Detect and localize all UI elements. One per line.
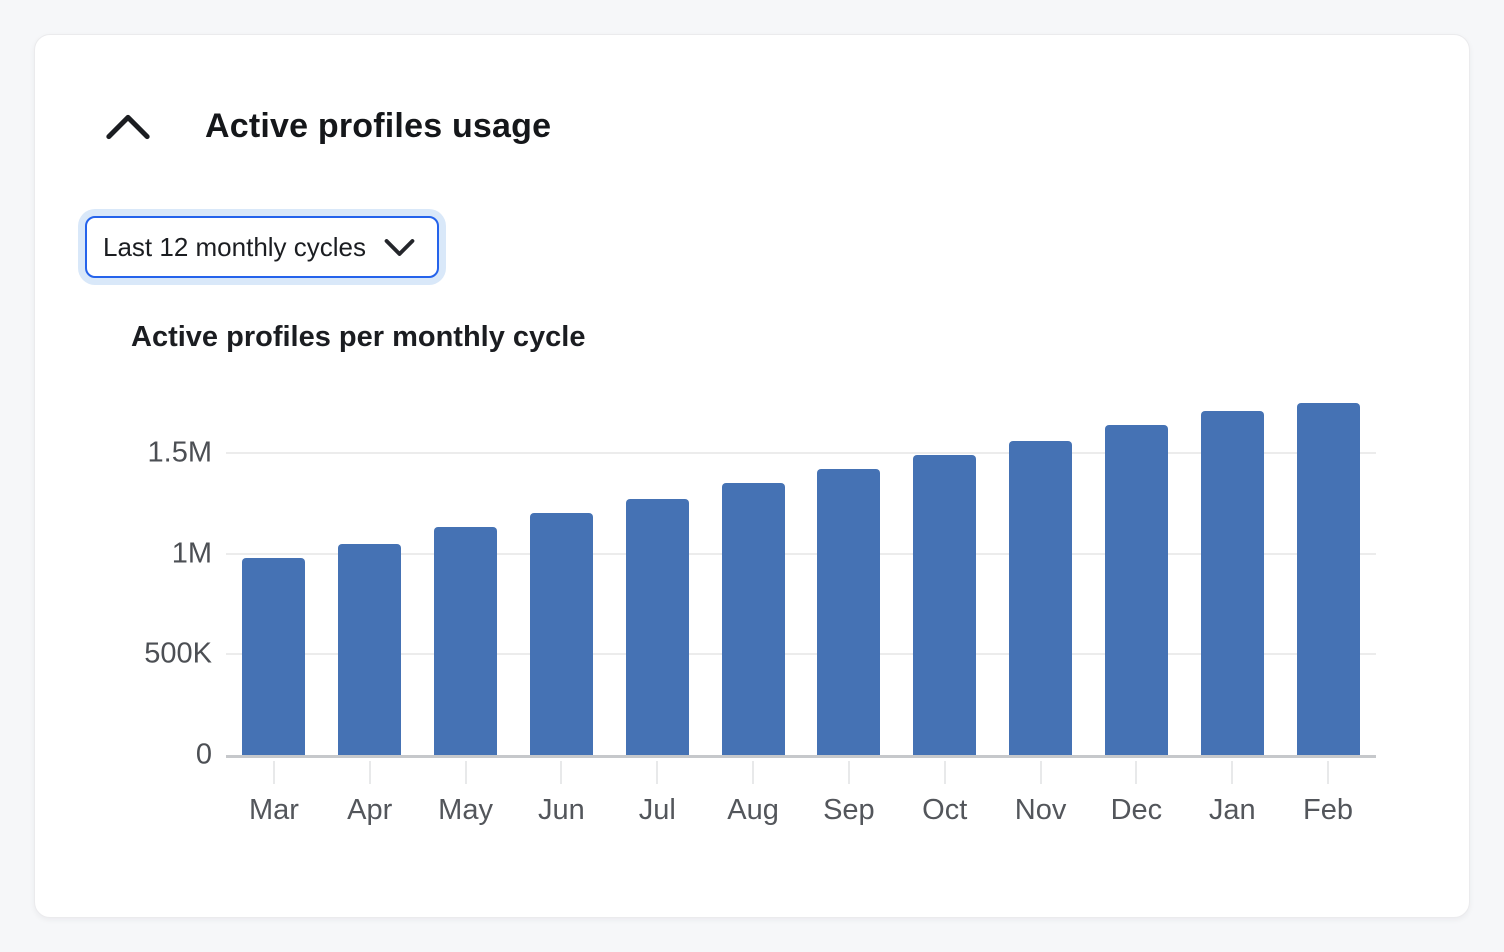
- x-axis-tick-label: Oct: [922, 794, 968, 826]
- x-axis-tick: [847, 761, 850, 784]
- x-axis-tick-label: Mar: [248, 794, 299, 826]
- x-axis-tick: [1327, 761, 1330, 784]
- x-axis-category: Jun: [513, 761, 609, 841]
- chevron-down-icon: [384, 238, 415, 257]
- collapse-section-button[interactable]: [101, 108, 155, 146]
- bar-may: [434, 527, 498, 755]
- bar-column: [705, 396, 801, 755]
- active-profiles-usage-card: Active profiles usage Last 12 monthly cy…: [34, 34, 1470, 918]
- x-axis-tick-label: Nov: [1014, 794, 1067, 826]
- x-axis-tick: [560, 761, 563, 784]
- x-axis-category: Nov: [993, 761, 1089, 841]
- bar-column: [609, 396, 705, 755]
- x-axis-tick: [368, 761, 371, 784]
- gridline: [226, 451, 1376, 454]
- bar-sep: [817, 469, 881, 755]
- x-axis-category: Dec: [1088, 761, 1184, 841]
- x-axis-tick-label: Apr: [347, 794, 393, 826]
- bar-column: [418, 396, 514, 755]
- y-axis-tick-label: 500K: [144, 637, 212, 670]
- bar-mar: [242, 557, 306, 755]
- x-axis-tick-label: Dec: [1110, 794, 1163, 826]
- bar-column: [1184, 396, 1280, 755]
- bar-column: [322, 396, 418, 755]
- bar-column: [993, 396, 1089, 755]
- x-axis-tick-label: Jan: [1208, 794, 1256, 826]
- bars-layer: [226, 396, 1376, 755]
- x-axis-tick-label: Feb: [1303, 794, 1354, 826]
- x-axis-tick: [272, 761, 275, 784]
- bar-column: [226, 396, 322, 755]
- bar-jan: [1200, 410, 1264, 755]
- cycle-filter-selected-value: Last 12 monthly cycles: [103, 231, 367, 262]
- bar-jul: [625, 499, 689, 755]
- bar-aug: [721, 483, 785, 755]
- x-axis-tick: [656, 761, 659, 784]
- x-axis-category: Jul: [609, 761, 705, 841]
- y-axis-tick-label: 1M: [171, 537, 212, 570]
- x-axis-category: Oct: [897, 761, 993, 841]
- x-axis-category: Jan: [1184, 761, 1280, 841]
- cycle-filter-dropdown[interactable]: Last 12 monthly cycles: [85, 216, 440, 278]
- card-header: Active profiles usage: [101, 107, 551, 146]
- x-axis-tick-label: May: [438, 794, 493, 826]
- x-axis-category: Apr: [322, 761, 418, 841]
- bar-oct: [913, 455, 977, 755]
- y-axis-tick-label: 1.5M: [147, 436, 212, 469]
- gridline: [226, 653, 1376, 656]
- x-axis-tick: [752, 761, 755, 784]
- y-axis-tick-label: 0: [195, 738, 212, 771]
- bar-column: [897, 396, 993, 755]
- chevron-up-icon: [105, 112, 151, 142]
- x-axis-category: Sep: [801, 761, 897, 841]
- bar-column: [513, 396, 609, 755]
- bar-nov: [1009, 440, 1073, 755]
- x-axis-tick-label: Jun: [538, 794, 585, 826]
- bar-chart-plot-area: 0 500K 1M 1.5M: [144, 396, 1376, 771]
- x-axis-tick-label: Jul: [638, 794, 676, 826]
- x-axis-category: Feb: [1280, 761, 1376, 841]
- bar-dec: [1104, 424, 1168, 755]
- bar-column: [801, 396, 897, 755]
- x-axis-category: May: [418, 761, 514, 841]
- chart-title: Active profiles per monthly cycle: [131, 321, 586, 353]
- x-axis: Mar Apr May Jun Jul Aug Sep Oct Nov Dec Jan Feb: [226, 761, 1376, 841]
- x-axis-tick: [1135, 761, 1138, 784]
- bar-feb: [1296, 402, 1360, 755]
- bar-jun: [529, 513, 593, 755]
- x-axis-tick: [464, 761, 467, 784]
- x-axis-category: Mar: [226, 761, 322, 841]
- x-axis-tick: [1039, 761, 1042, 784]
- page-title: Active profiles usage: [205, 107, 552, 145]
- x-axis-tick-label: Sep: [823, 794, 875, 826]
- bar-apr: [338, 543, 402, 755]
- x-axis-tick: [943, 761, 946, 784]
- bar-column: [1280, 396, 1376, 755]
- x-axis-tick: [1231, 761, 1234, 784]
- x-axis-tick-label: Aug: [727, 794, 779, 826]
- gridline: [226, 552, 1376, 555]
- bar-column: [1088, 396, 1184, 755]
- x-axis-category: Aug: [705, 761, 801, 841]
